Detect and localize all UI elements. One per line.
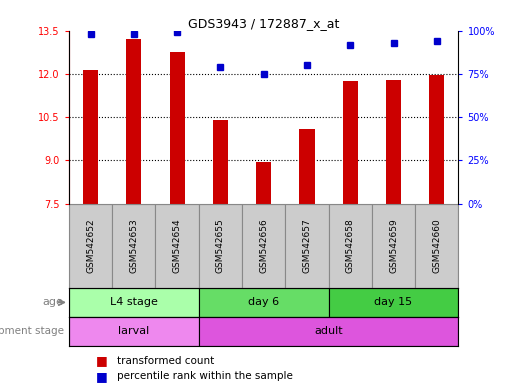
- Text: day 15: day 15: [375, 297, 412, 308]
- Bar: [83, 70, 98, 204]
- Text: day 6: day 6: [248, 297, 279, 308]
- Text: GSM542659: GSM542659: [389, 218, 398, 273]
- Text: GSM542657: GSM542657: [303, 218, 312, 273]
- Bar: [170, 52, 184, 204]
- Text: L4 stage: L4 stage: [110, 297, 158, 308]
- Text: GSM542653: GSM542653: [129, 218, 138, 273]
- Text: adult: adult: [314, 326, 343, 336]
- Text: transformed count: transformed count: [117, 356, 214, 366]
- Text: GSM542655: GSM542655: [216, 218, 225, 273]
- Bar: [285, 204, 329, 288]
- Text: age: age: [43, 297, 64, 308]
- Bar: [329, 288, 458, 317]
- Text: GSM542658: GSM542658: [346, 218, 355, 273]
- Bar: [429, 75, 444, 204]
- Bar: [69, 204, 112, 288]
- Text: percentile rank within the sample: percentile rank within the sample: [117, 371, 293, 381]
- Text: ■: ■: [95, 370, 107, 383]
- Text: ■: ■: [95, 354, 107, 367]
- Bar: [415, 204, 458, 288]
- Text: development stage: development stage: [0, 326, 64, 336]
- Bar: [372, 204, 415, 288]
- Bar: [126, 40, 142, 204]
- Bar: [386, 80, 401, 204]
- Bar: [213, 120, 228, 204]
- Text: GSM542654: GSM542654: [173, 218, 182, 273]
- Bar: [199, 317, 458, 346]
- Bar: [256, 162, 271, 204]
- Bar: [69, 288, 199, 317]
- Bar: [343, 81, 358, 204]
- Text: GSM542656: GSM542656: [259, 218, 268, 273]
- Bar: [329, 204, 372, 288]
- Bar: [242, 204, 285, 288]
- Bar: [69, 317, 199, 346]
- Bar: [199, 204, 242, 288]
- Bar: [112, 204, 155, 288]
- Bar: [155, 204, 199, 288]
- Title: GDS3943 / 172887_x_at: GDS3943 / 172887_x_at: [188, 17, 339, 30]
- Bar: [199, 288, 329, 317]
- Text: GSM542652: GSM542652: [86, 218, 95, 273]
- Text: GSM542660: GSM542660: [432, 218, 441, 273]
- Text: larval: larval: [118, 326, 149, 336]
- Bar: [299, 129, 314, 204]
